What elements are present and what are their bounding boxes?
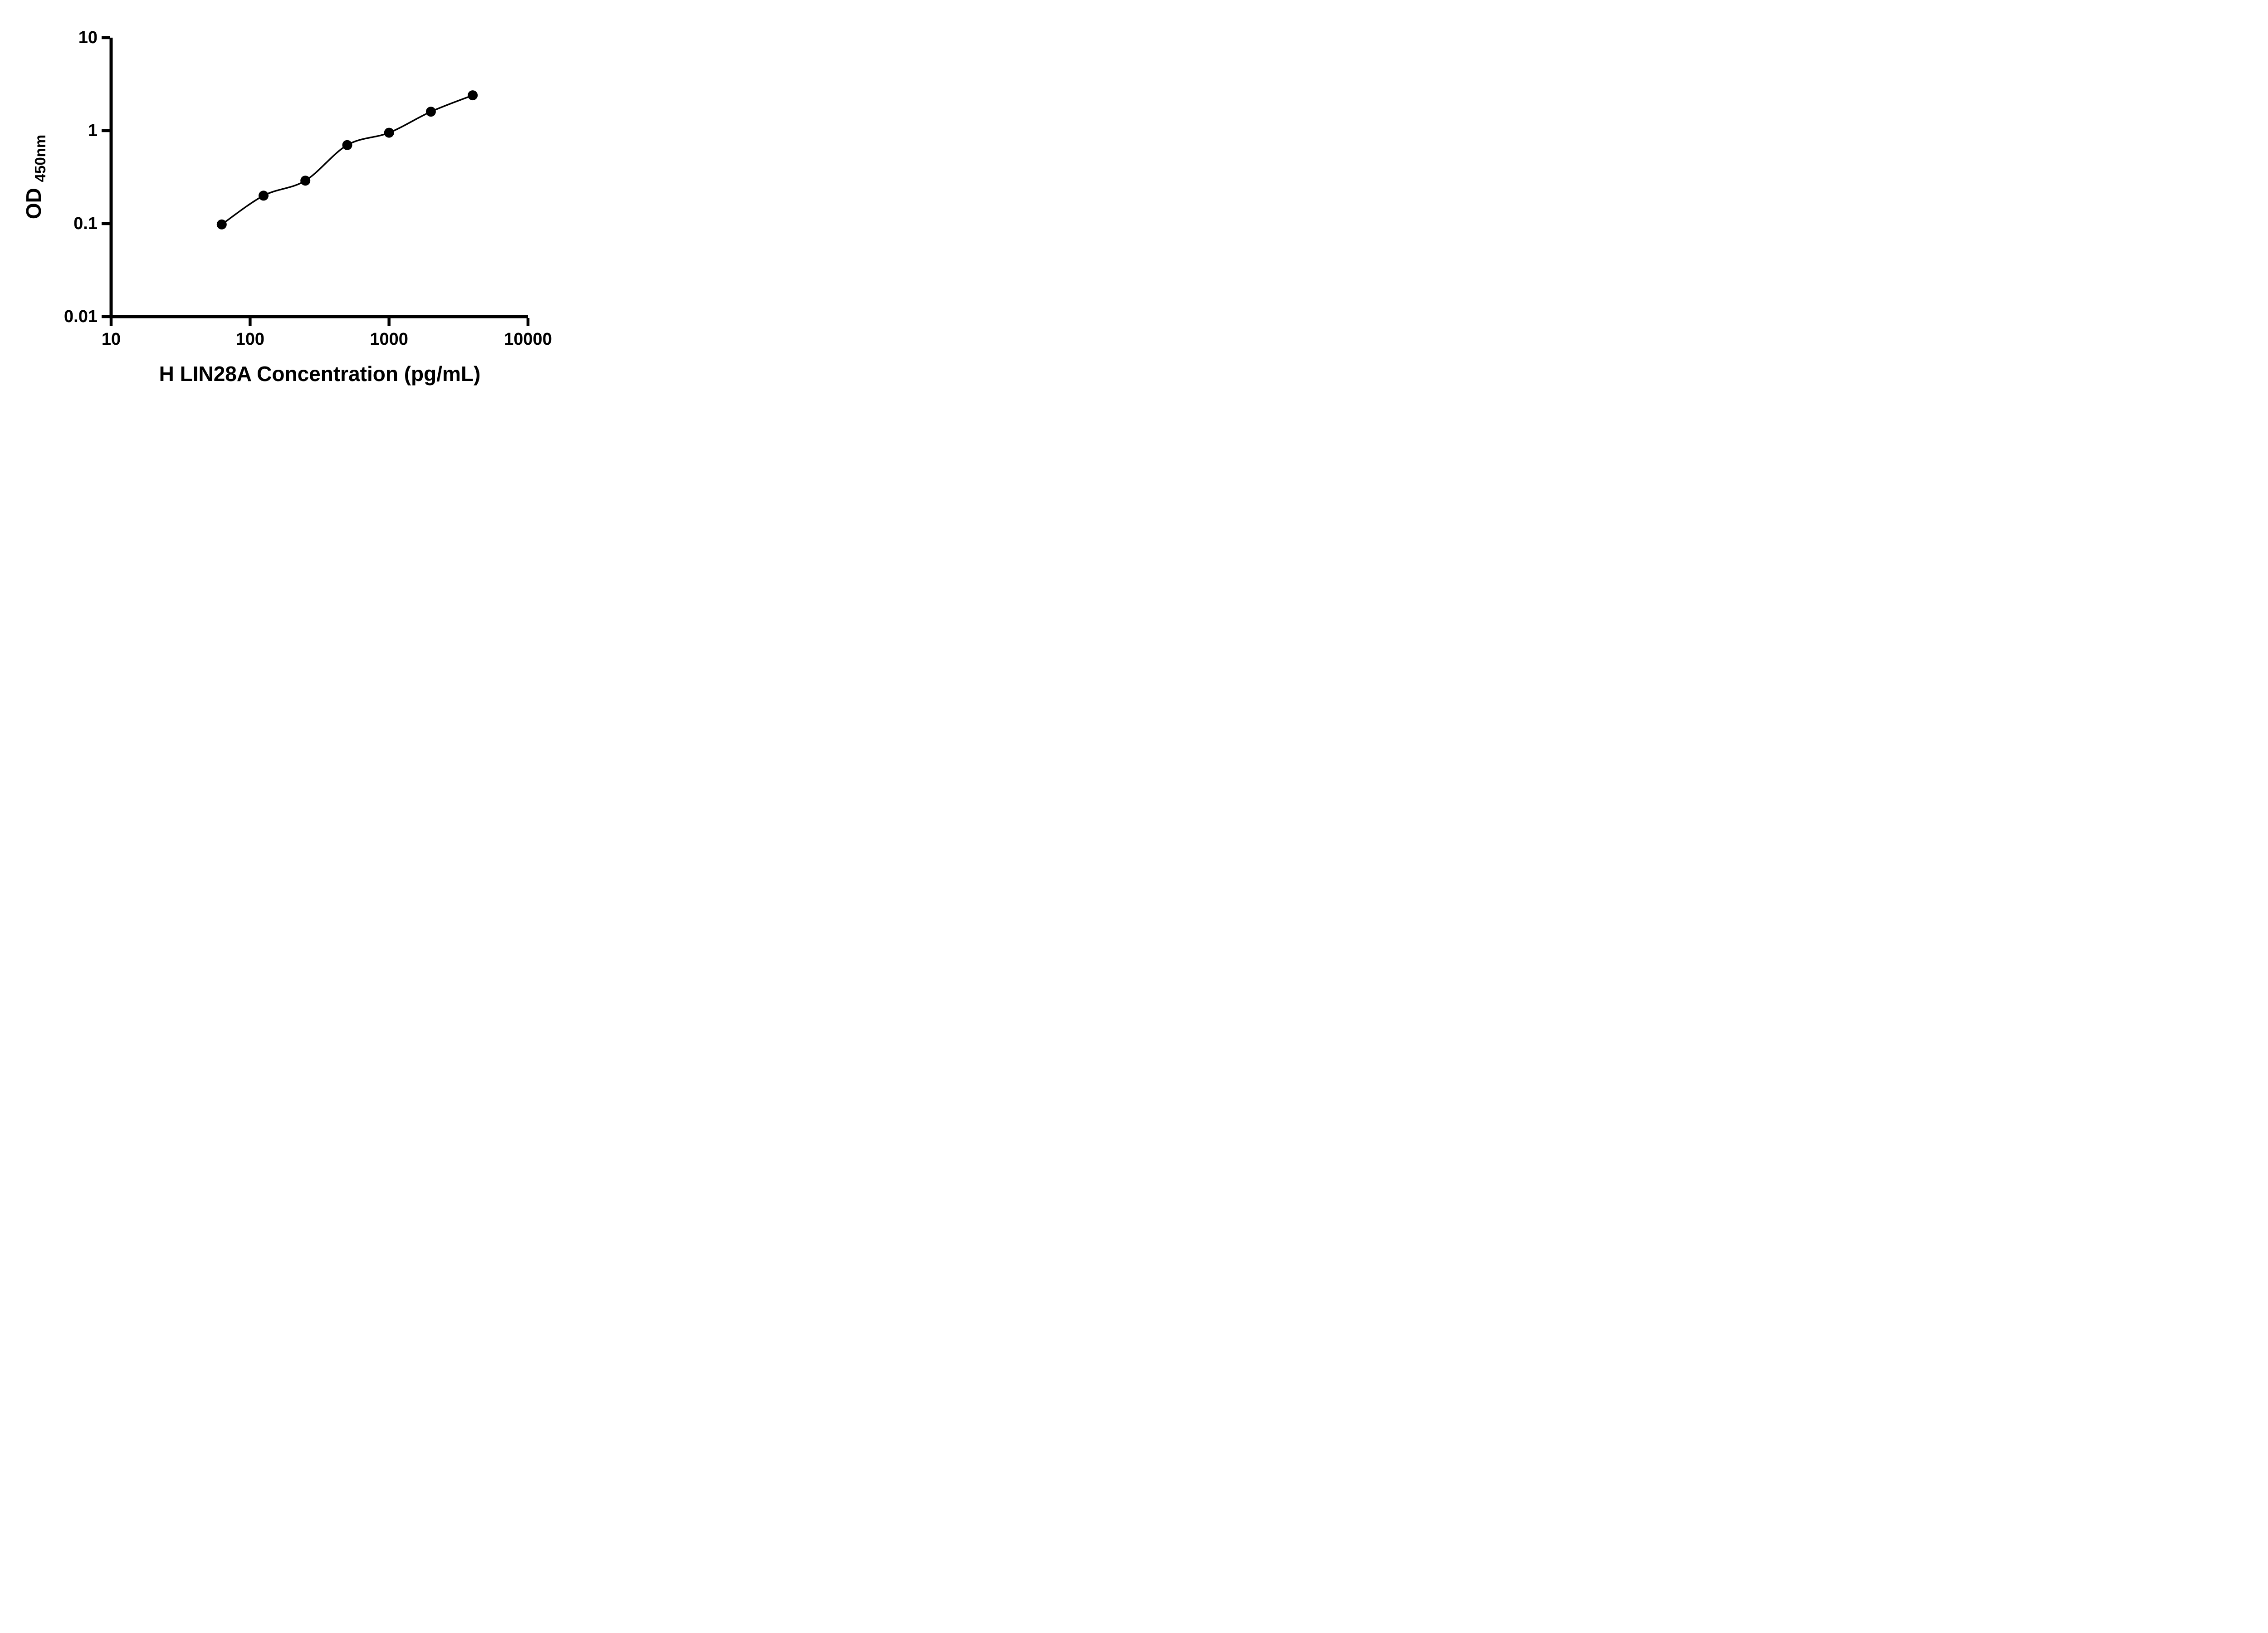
data-point [300,176,311,186]
data-point [216,219,227,230]
data-point [342,140,352,150]
y-tick-label: 0.01 [64,307,98,326]
data-point [259,191,269,201]
y-tick-label: 1 [88,121,98,140]
elisa-standard-curve-figure: 0.01 0.1 1 10 10 100 1000 10000 H LIN28A Concen… [0,0,583,408]
y-tick-label: 0.1 [73,214,98,233]
x-axis-title: H LIN28A Concentration (pg/mL) [159,362,481,386]
y-axis-title: OD 450nm [22,135,49,219]
x-tick-label: 1000 [370,330,408,349]
data-point [468,90,478,101]
y-axis-title-subscript: 450nm [32,135,49,182]
plot-layer: 0.01 0.1 1 10 10 100 1000 10000 [64,28,552,349]
axis-spines [109,38,528,318]
x-tick-label: 100 [236,330,264,349]
data-point [425,107,436,117]
x-tick-label: 10 [102,330,121,349]
y-axis-title-main: OD [22,188,45,219]
x-tick-label: 10000 [504,330,552,349]
fit-curve [221,94,473,225]
chart-canvas: 0.01 0.1 1 10 10 100 1000 10000 H LIN28A Concen… [22,28,552,386]
y-tick-label: 10 [78,28,98,47]
data-point [384,127,394,138]
